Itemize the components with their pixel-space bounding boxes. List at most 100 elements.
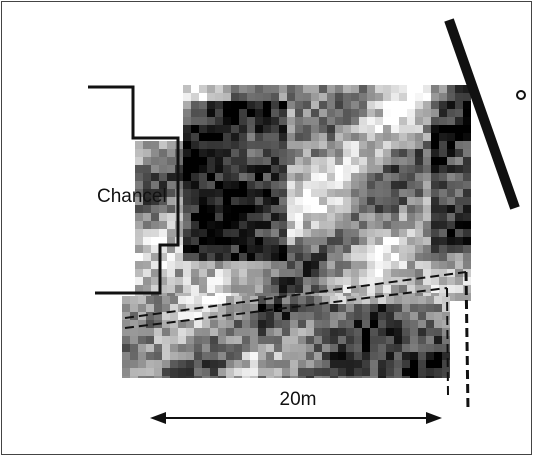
raster-cell (402, 352, 410, 360)
raster-cell (426, 376, 434, 378)
raster-cell (159, 157, 167, 165)
raster-cell (159, 141, 167, 149)
raster-cell (311, 213, 319, 221)
raster-cell (311, 221, 319, 229)
raster-cell (290, 360, 298, 368)
raster-cell (135, 149, 143, 157)
raster-cell (423, 189, 431, 197)
raster-cell (330, 304, 338, 312)
raster-cell (383, 109, 391, 117)
raster-cell (367, 125, 375, 133)
raster-cell (391, 189, 399, 197)
raster-cell (223, 133, 231, 141)
raster-cell (362, 344, 370, 352)
raster-cell (234, 376, 242, 378)
raster-cell (303, 125, 311, 133)
raster-cell (330, 312, 338, 320)
raster-cell (386, 304, 394, 312)
raster-cell (383, 117, 391, 125)
raster-cell (415, 221, 423, 229)
raster-cell (287, 269, 295, 277)
raster-cell (207, 109, 215, 117)
raster-cell (199, 125, 207, 133)
raster-cell (279, 109, 287, 117)
raster-cell (167, 229, 175, 237)
raster-cell (463, 261, 471, 269)
raster-cell (303, 141, 311, 149)
raster-cell (130, 352, 138, 360)
raster-cell (410, 352, 418, 360)
raster-cell (346, 344, 354, 352)
raster-cell (319, 253, 327, 261)
raster-cell (303, 149, 311, 157)
raster-cell (423, 117, 431, 125)
raster-cell (399, 173, 407, 181)
raster-cell (303, 213, 311, 221)
raster-cell (186, 296, 194, 304)
raster-cell (367, 269, 375, 277)
raster-cell (455, 173, 463, 181)
raster-cell (335, 165, 343, 173)
raster-cell (130, 376, 138, 378)
raster-cell (231, 149, 239, 157)
raster-cell (311, 181, 319, 189)
raster-cell (447, 141, 455, 149)
raster-cell (322, 328, 330, 336)
raster-cell (226, 336, 234, 344)
raster-cell (183, 237, 191, 245)
raster-cell (170, 312, 178, 320)
raster-cell (183, 277, 191, 285)
raster-cell (223, 141, 231, 149)
raster-cell (191, 173, 199, 181)
raster-cell (242, 360, 250, 368)
raster-cell (146, 368, 154, 376)
raster-cell (191, 149, 199, 157)
raster-cell (263, 149, 271, 157)
raster-cell (231, 229, 239, 237)
raster-cell (191, 269, 199, 277)
raster-cell (354, 360, 362, 368)
raster-cell (122, 296, 130, 304)
raster-cell (399, 149, 407, 157)
raster-cell (455, 189, 463, 197)
raster-cell (391, 141, 399, 149)
raster-cell (399, 165, 407, 173)
raster-cell (223, 189, 231, 197)
raster-cell (407, 173, 415, 181)
raster-cell (151, 269, 159, 277)
raster-cell (447, 117, 455, 125)
raster-cell (426, 304, 434, 312)
raster-cell (426, 320, 434, 328)
raster-cell (250, 344, 258, 352)
raster-cell (394, 304, 402, 312)
raster-cell (415, 165, 423, 173)
raster-cell (426, 336, 434, 344)
raster-cell (343, 125, 351, 133)
raster-cell (399, 221, 407, 229)
raster-cell (167, 269, 175, 277)
raster-cell (319, 101, 327, 109)
raster-cell (199, 133, 207, 141)
raster-cell (122, 336, 130, 344)
raster-cell (207, 141, 215, 149)
raster-cell (255, 101, 263, 109)
raster-cell (407, 221, 415, 229)
raster-cell (407, 141, 415, 149)
raster-cell (455, 253, 463, 261)
raster-cell (271, 181, 279, 189)
raster-cell (303, 245, 311, 253)
raster-cell (455, 93, 463, 101)
raster-cell (287, 237, 295, 245)
raster-cell (415, 269, 423, 277)
raster-cell (215, 189, 223, 197)
raster-cell (306, 352, 314, 360)
raster-cell (434, 320, 442, 328)
raster-cell (386, 360, 394, 368)
raster-cell (295, 85, 303, 93)
raster-cell (287, 149, 295, 157)
raster-cell (218, 376, 226, 378)
raster-cell (263, 245, 271, 253)
raster-cell (167, 277, 175, 285)
raster-cell (391, 85, 399, 93)
raster-cell (290, 296, 298, 304)
